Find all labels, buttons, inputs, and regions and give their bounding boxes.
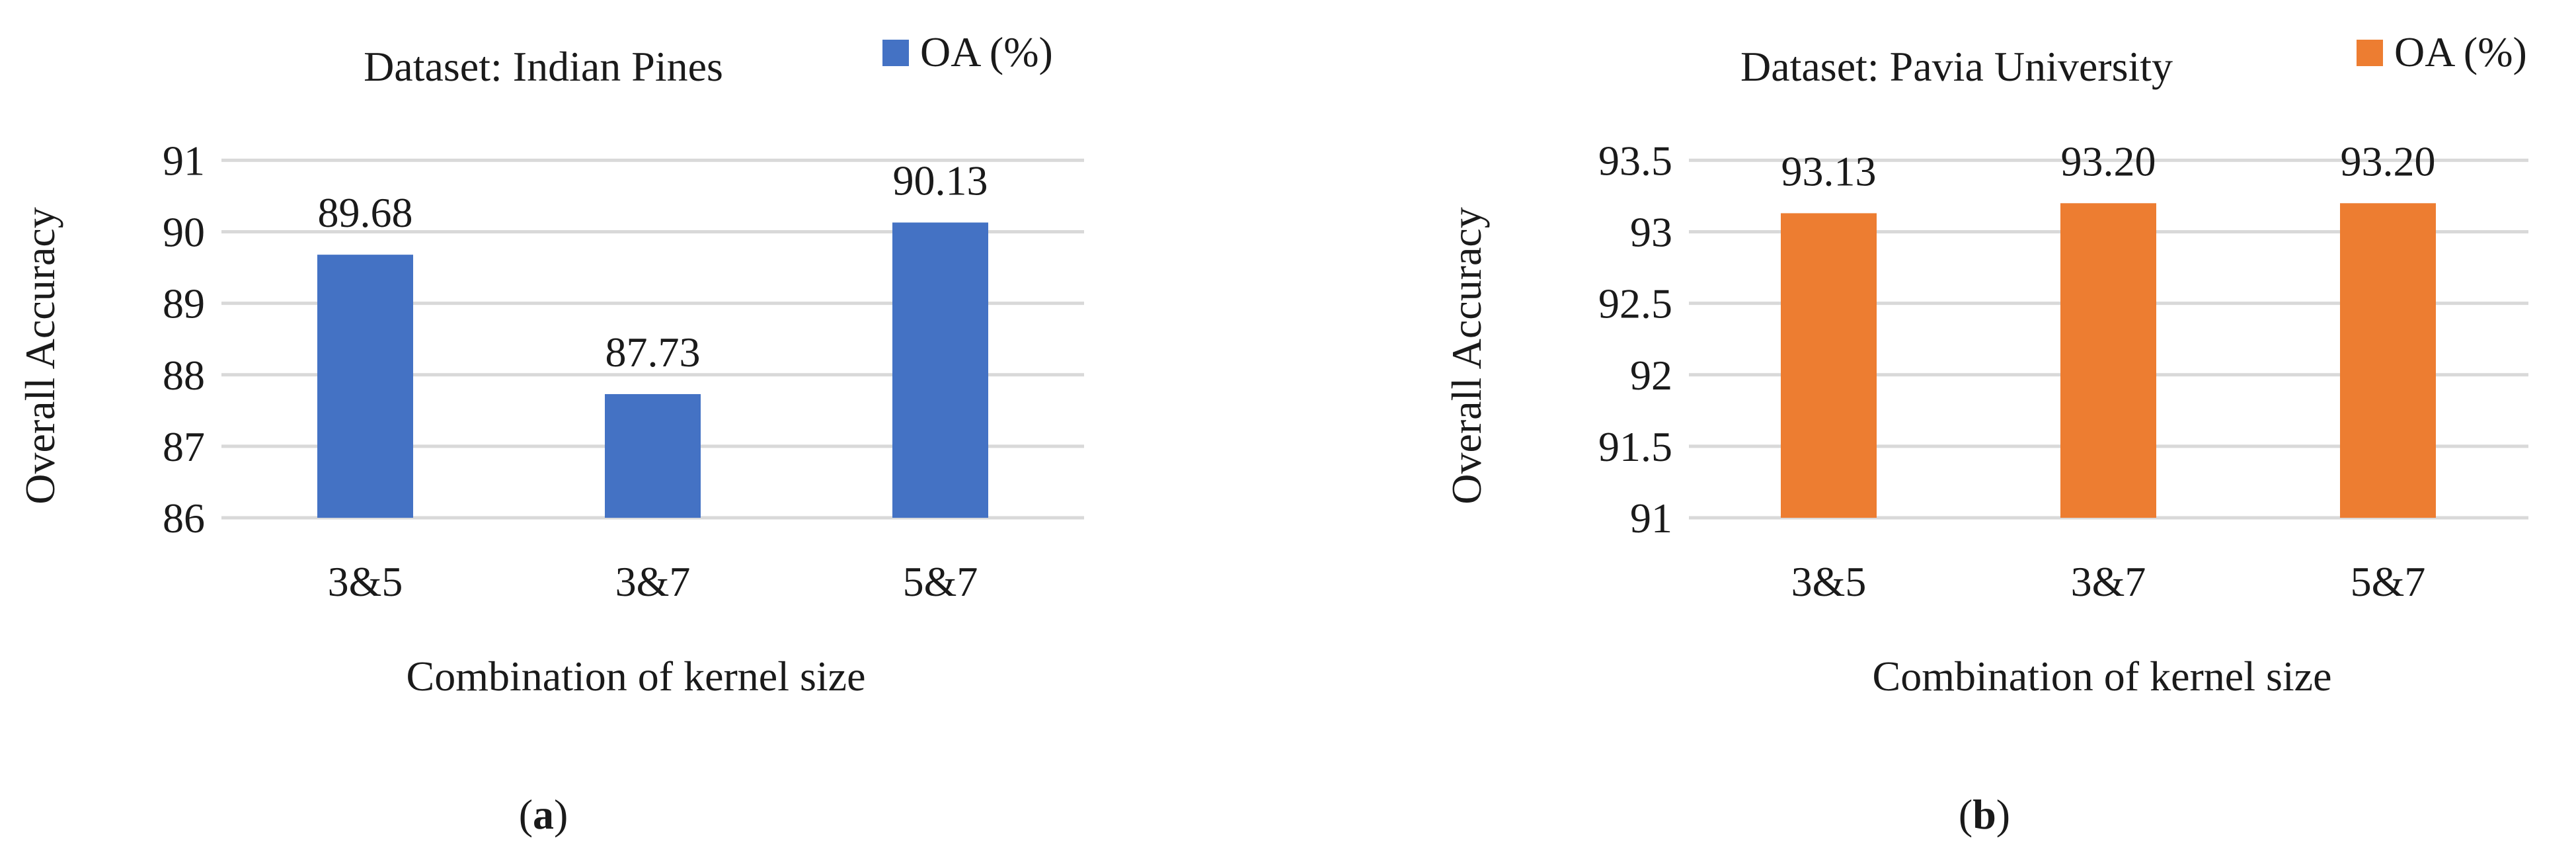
bars xyxy=(317,222,988,518)
y-tick-label: 91 xyxy=(163,137,205,184)
y-tick-label: 91.5 xyxy=(1598,423,1672,470)
y-tick-label: 93 xyxy=(1630,209,1672,256)
bar xyxy=(2340,203,2436,518)
bars xyxy=(1781,203,2436,518)
panel-label: (b) xyxy=(1959,791,2010,838)
legend: OA (%) xyxy=(2357,28,2527,75)
legend-swatch xyxy=(2357,40,2383,66)
bar xyxy=(317,255,413,518)
y-tick-label: 92.5 xyxy=(1598,280,1672,327)
x-axis-ticks: 3&5 3&7 5&7 xyxy=(1791,558,2426,605)
data-label: 93.20 xyxy=(2341,138,2436,184)
panel-letter: b xyxy=(1972,791,1996,838)
legend-label: OA (%) xyxy=(920,28,1053,75)
panel-letter: a xyxy=(533,791,554,838)
bar xyxy=(1781,213,1877,518)
bar xyxy=(2060,203,2156,518)
x-tick-label: 3&7 xyxy=(2071,558,2146,605)
y-tick-label: 92 xyxy=(1630,352,1672,399)
x-axis-ticks: 3&5 3&7 5&7 xyxy=(328,558,978,605)
value-labels: 89.68 87.73 90.13 xyxy=(318,157,988,375)
data-label: 89.68 xyxy=(318,189,413,236)
data-label: 93.20 xyxy=(2061,138,2156,184)
bar xyxy=(605,393,701,518)
y-axis-title: Overall Accuracy xyxy=(17,207,63,505)
legend-label: OA (%) xyxy=(2394,28,2527,75)
x-tick-label: 3&5 xyxy=(328,558,403,605)
y-axis-title: Overall Accuracy xyxy=(1443,207,1490,505)
x-tick-label: 3&5 xyxy=(1791,558,1867,605)
y-tick-label: 89 xyxy=(163,280,205,327)
value-labels: 93.13 93.20 93.20 xyxy=(1781,138,2436,194)
legend-swatch xyxy=(882,40,909,66)
data-label: 87.73 xyxy=(605,329,701,376)
chart-pavia-university: Dataset: Pavia University OA (%) 9191.59… xyxy=(1443,28,2528,838)
y-tick-label: 90 xyxy=(163,209,205,256)
chart-title: Dataset: Indian Pines xyxy=(364,43,723,90)
panel-label: (a) xyxy=(519,791,568,838)
y-tick-label: 86 xyxy=(163,495,205,542)
chart-indian-pines: Dataset: Indian Pines OA (%) 86 87 88 89 90 9… xyxy=(17,28,1084,838)
x-tick-label: 5&7 xyxy=(2351,558,2426,605)
data-label: 93.13 xyxy=(1781,147,1877,194)
x-tick-label: 3&7 xyxy=(615,558,691,605)
chart-title: Dataset: Pavia University xyxy=(1740,43,2173,90)
bar xyxy=(892,222,988,518)
y-tick-label: 87 xyxy=(163,423,205,470)
x-tick-label: 5&7 xyxy=(903,558,978,605)
y-axis-ticks: 86 87 88 89 90 91 xyxy=(163,137,205,542)
legend: OA (%) xyxy=(882,28,1053,75)
y-tick-label: 91 xyxy=(1630,495,1672,542)
y-tick-label: 88 xyxy=(163,352,205,399)
x-axis-title: Combination of kernel size xyxy=(1873,653,2332,700)
data-label: 90.13 xyxy=(893,157,988,204)
y-tick-label: 93.5 xyxy=(1598,137,1672,184)
x-axis-title: Combination of kernel size xyxy=(407,653,866,700)
y-axis-ticks: 91 91.5 92 92.5 93 93.5 xyxy=(1598,137,1672,542)
